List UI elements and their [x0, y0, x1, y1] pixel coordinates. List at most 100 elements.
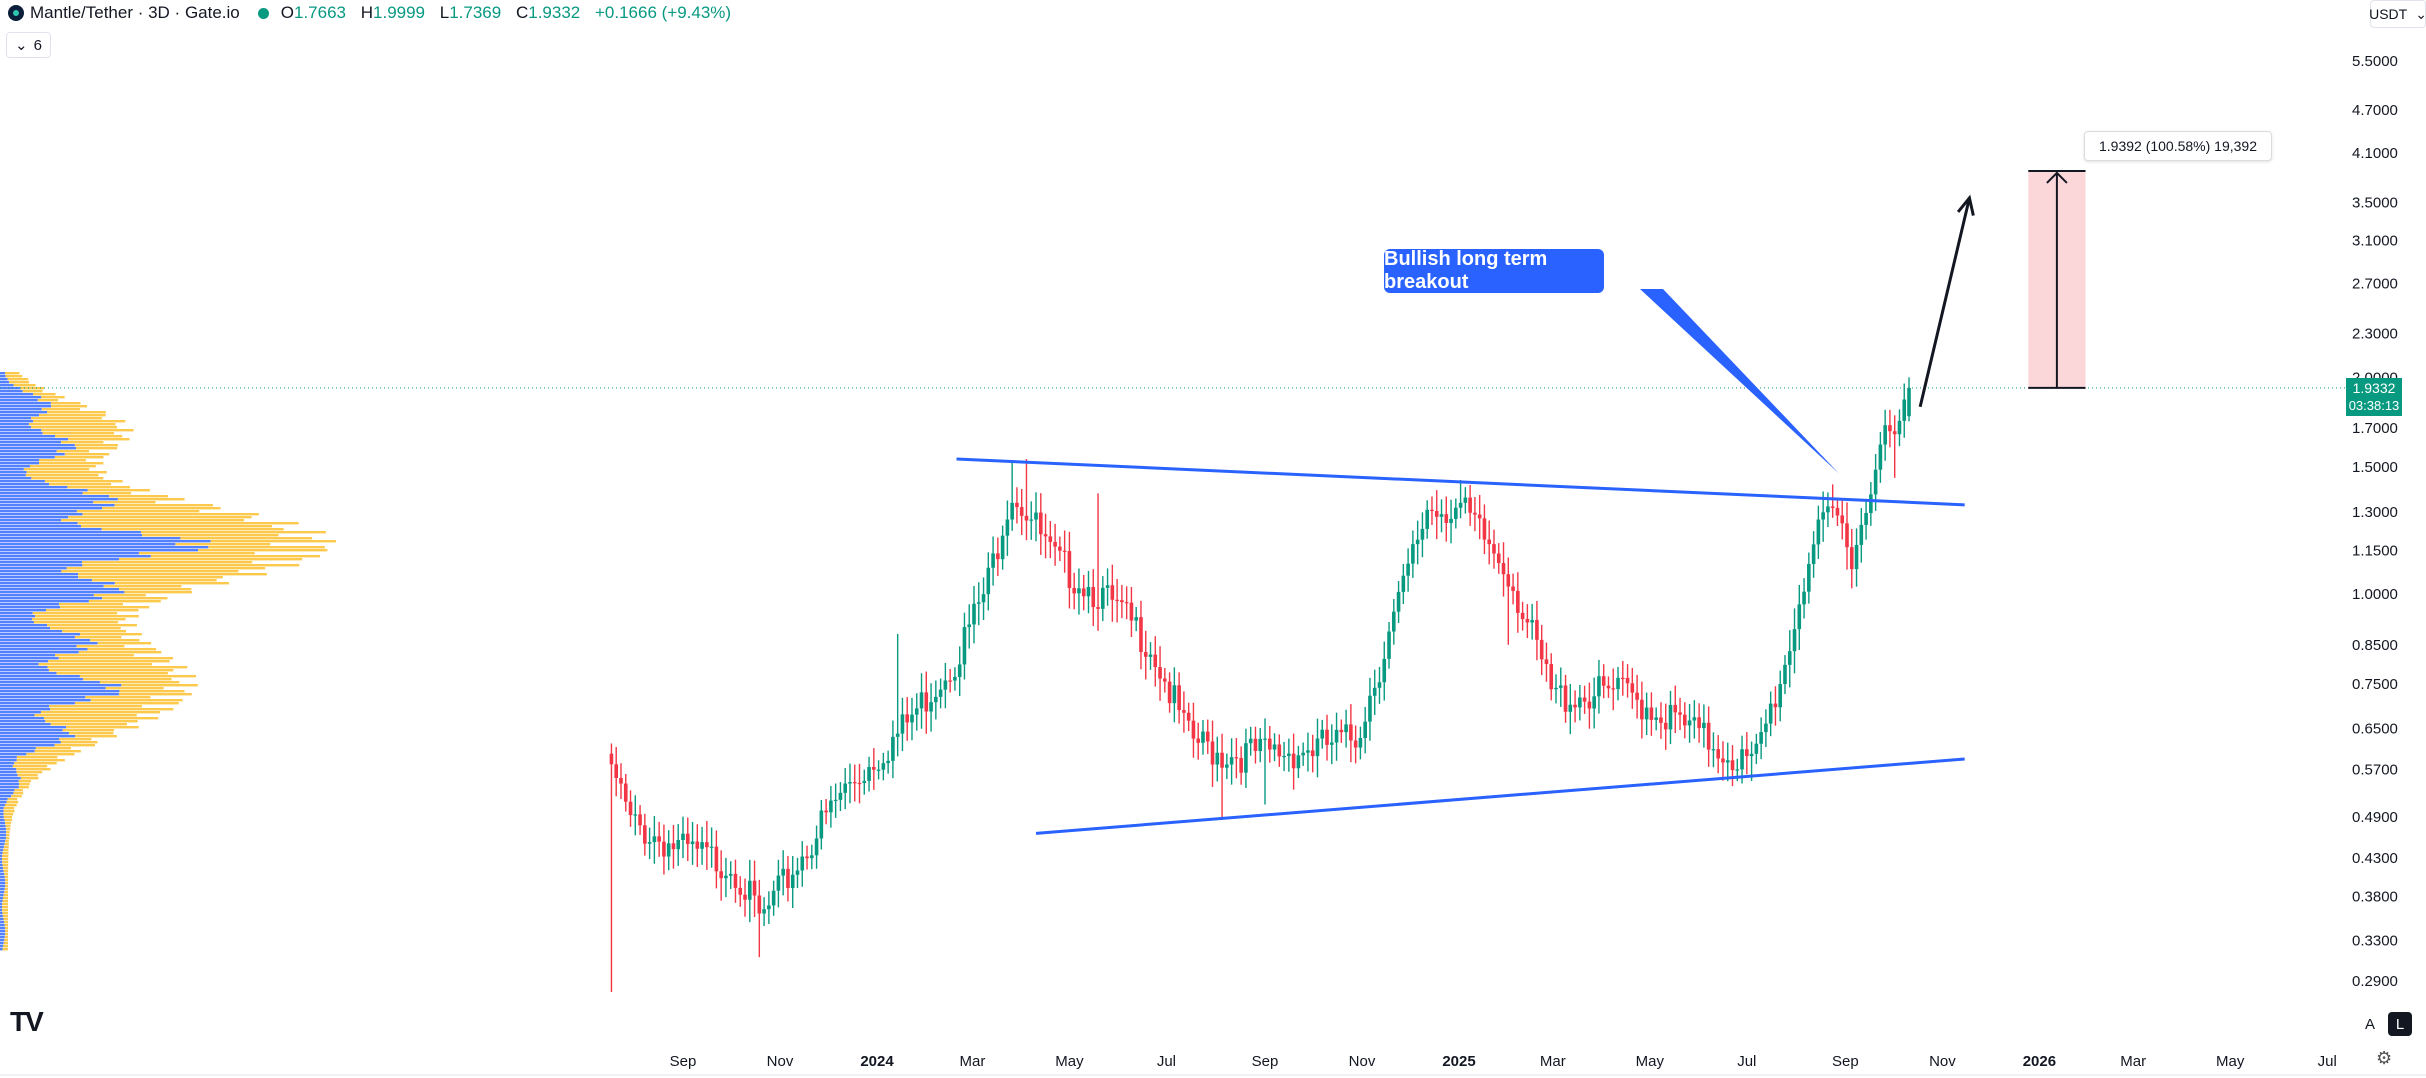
x-tick-label: 2026 — [2023, 1053, 2056, 1070]
vp-bar-blue — [0, 597, 103, 600]
vp-bar-yellow — [66, 567, 266, 570]
vp-bar-yellow — [41, 396, 65, 399]
candle-body — [786, 868, 790, 889]
candle-body — [1668, 704, 1673, 730]
vp-bar-blue — [0, 942, 4, 945]
vp-bar-blue — [0, 438, 69, 441]
vp-bar-blue — [0, 897, 4, 900]
vp-bar-yellow — [34, 714, 137, 717]
vp-bar-yellow — [39, 462, 104, 465]
candle-body — [1697, 717, 1701, 729]
candle-body — [1310, 750, 1315, 757]
candle-body — [1248, 738, 1253, 744]
indicators-toggle-button[interactable]: ⌄ 6 — [6, 32, 51, 58]
symbol-title[interactable]: Mantle/Tether · 3D · Gate.io — [30, 3, 240, 22]
candle-body — [1563, 685, 1568, 712]
vp-bar-blue — [0, 624, 48, 627]
candle-body — [1101, 587, 1105, 609]
vp-bar-blue — [0, 441, 62, 444]
vp-bar-blue — [0, 471, 27, 474]
candle-body — [910, 714, 914, 723]
candle-body — [1611, 688, 1616, 690]
candle-body — [1277, 744, 1282, 757]
tradingview-logo-icon[interactable]: TV — [10, 1006, 44, 1037]
vp-bar-yellow — [5, 840, 9, 843]
breakout-callout[interactable]: Bullish long term breakout — [1384, 248, 1604, 293]
vp-bar-blue — [0, 744, 55, 747]
candle-body — [1411, 544, 1415, 564]
vp-bar-blue — [0, 426, 32, 429]
vp-bar-blue — [0, 591, 125, 594]
candle-body — [1759, 732, 1763, 744]
candles[interactable] — [609, 377, 1911, 992]
candle-body — [1067, 551, 1072, 589]
y-tick-label: 1.5000 — [2352, 459, 2398, 476]
candle-body — [1434, 510, 1439, 517]
candle-body — [1363, 721, 1367, 738]
vp-bar-yellow — [26, 471, 107, 474]
candle-body — [1043, 534, 1048, 537]
vp-bar-blue — [0, 930, 6, 933]
candle-body — [1573, 704, 1577, 708]
vp-bar-blue — [0, 921, 5, 924]
vp-bar-yellow — [82, 561, 253, 564]
candle-body — [976, 602, 981, 604]
vp-bar-blue — [0, 867, 4, 870]
vp-bar-yellow — [4, 924, 9, 927]
vp-bar-blue — [0, 519, 62, 522]
candle-body — [1606, 685, 1611, 689]
vp-bar-yellow — [3, 894, 9, 897]
candle-body — [1334, 729, 1339, 743]
candle-body — [666, 843, 671, 857]
vp-bar-yellow — [50, 708, 174, 711]
vp-bar-blue — [0, 888, 5, 891]
candle-body — [690, 841, 695, 844]
open-value: 1.7663 — [294, 3, 346, 22]
y-tick-label: 0.2900 — [2352, 973, 2398, 990]
vp-bar-yellow — [39, 459, 86, 462]
candle-body — [1721, 758, 1725, 763]
vp-bar-blue — [0, 546, 209, 549]
x-tick-label: Sep — [670, 1053, 697, 1070]
vp-bar-blue — [0, 603, 60, 606]
vp-bar-blue — [0, 558, 120, 561]
candle-body — [1854, 544, 1859, 570]
vp-bar-yellow — [16, 756, 58, 759]
vp-bar-yellow — [18, 783, 30, 786]
trendlines[interactable] — [956, 169, 2086, 835]
candle-body — [962, 627, 967, 665]
vp-bar-yellow — [138, 552, 255, 555]
vp-bar-blue — [0, 630, 63, 633]
settings-gear-icon[interactable]: ⚙ — [2376, 1048, 2393, 1068]
candle-body — [1353, 740, 1358, 748]
candle-body — [1740, 749, 1744, 770]
projection-arrow — [1918, 197, 1971, 408]
candle-body — [1649, 707, 1654, 720]
candle-body — [1382, 658, 1387, 683]
vp-bar-yellow — [2, 906, 9, 909]
candle-body — [1029, 519, 1034, 521]
vp-bar-yellow — [2, 948, 9, 951]
vp-bar-blue — [0, 843, 5, 846]
candle-body — [848, 782, 852, 784]
vp-bar-blue — [0, 663, 39, 666]
currency-selector[interactable]: USDT ⌄ — [2369, 0, 2426, 28]
vp-bar-blue — [0, 483, 50, 486]
measure-label[interactable]: 1.9392 (100.58%) 19,392 — [2084, 131, 2272, 161]
candle-body — [685, 833, 690, 844]
vp-bar-yellow — [49, 705, 143, 708]
vp-bar-yellow — [150, 555, 321, 558]
vp-bar-blue — [0, 435, 56, 438]
auto-scale-button[interactable]: A — [2358, 1012, 2382, 1036]
candle-body — [1077, 588, 1081, 594]
candle-body — [1344, 724, 1348, 733]
vp-bar-yellow — [48, 669, 174, 672]
candle-body — [1120, 600, 1124, 603]
candle-body — [1864, 513, 1868, 525]
log-scale-button[interactable]: L — [2388, 1012, 2412, 1036]
vp-bar-yellow — [61, 519, 245, 522]
candle-body — [1368, 695, 1372, 722]
vp-bar-blue — [0, 387, 21, 390]
candle-body — [1210, 741, 1215, 765]
